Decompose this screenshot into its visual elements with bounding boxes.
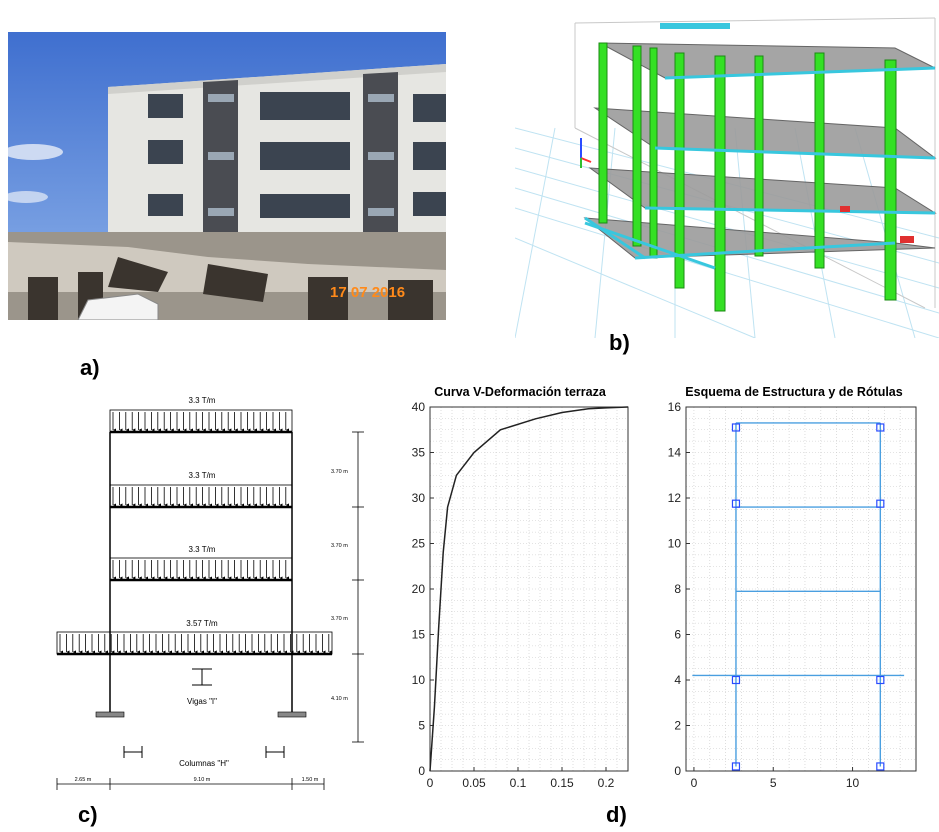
panel-label-d: d) (606, 802, 627, 827)
plastic-hinge-marker (731, 762, 741, 771)
plastic-hinge-marker (731, 675, 741, 685)
span-left: 2.65 m (75, 777, 92, 783)
panel-label-b: b) (609, 330, 630, 355)
panel-label-c: c) (78, 802, 98, 827)
pushover-curve-chart: Curva V-Deformación terraza 0 0.05 0.1 0.15… (396, 382, 644, 800)
y-tick-label: 5 (418, 719, 425, 733)
x-tick-label: 0.15 (550, 776, 574, 790)
story-height-4: 3.70 m (331, 469, 348, 475)
beam-type-label: Vigas "I" (187, 697, 217, 706)
photo-date-stamp: 17 07 2016 (330, 284, 405, 301)
y-tick-label: 10 (412, 673, 426, 687)
y-tick-label: 6 (674, 628, 681, 642)
plot-area (429, 406, 629, 772)
y-tick-label: 2 (674, 719, 681, 733)
plastic-hinge-marker (876, 762, 885, 771)
span-main: 9.10 m (194, 777, 211, 783)
story-height-1: 4.10 m (331, 696, 348, 702)
load-label-roof: 3.3 T/m (189, 396, 216, 405)
y-tick-label: 35 (412, 446, 426, 460)
story-height-3: 3.70 m (331, 543, 348, 549)
plastic-hinge-marker (876, 499, 885, 508)
y-tick-label: 8 (674, 582, 681, 596)
load-label-floor-3: 3.3 T/m (189, 471, 216, 480)
plastic-hinge-marker (876, 423, 885, 432)
frame-load-diagram: 3.3 T/m 3.3 T/m 3.3 T/m 3.57 T/m 3.70 m … (52, 382, 382, 802)
span-right: 1.50 m (302, 777, 319, 783)
x-tick-label: 0 (691, 776, 698, 790)
damaged-building-photo: 17 07 2016 (8, 32, 446, 320)
y-tick-label: 14 (668, 446, 682, 460)
chart-title: Curva V-Deformación terraza (434, 385, 607, 399)
plot-area (685, 406, 917, 772)
chart-title: Esquema de Estructura y de Rótulas (685, 385, 902, 399)
y-tick-label: 0 (418, 764, 425, 778)
load-label-floor-2: 3.3 T/m (189, 545, 216, 554)
y-tick-label: 25 (412, 537, 426, 551)
y-tick-label: 12 (668, 491, 682, 505)
y-tick-label: 15 (412, 628, 426, 642)
load-label-floor-1: 3.57 T/m (186, 619, 218, 628)
x-tick-label: 0.1 (510, 776, 527, 790)
plastic-hinge-marker (731, 423, 741, 432)
y-tick-label: 30 (412, 491, 426, 505)
x-tick-label: 0.05 (462, 776, 486, 790)
panel-label-a: a) (80, 355, 100, 380)
y-tick-label: 40 (412, 400, 426, 414)
x-tick-label: 5 (770, 776, 777, 790)
story-height-2: 3.70 m (331, 616, 348, 622)
y-tick-label: 16 (668, 400, 682, 414)
series-line (429, 406, 629, 772)
structural-3d-model (514, 8, 939, 339)
plastic-hinge-marker (876, 675, 885, 685)
structure-hinge-chart: Esquema de Estructura y de Rótulas 0 5 10 0… (650, 382, 938, 800)
y-tick-label: 20 (412, 582, 426, 596)
y-tick-label: 10 (668, 537, 682, 551)
y-tick-label: 4 (674, 673, 681, 687)
x-tick-label: 0.2 (598, 776, 615, 790)
x-tick-label: 0 (427, 776, 434, 790)
column-type-label: Columnas "H" (179, 759, 229, 768)
plastic-hinge-marker (731, 499, 741, 508)
x-tick-label: 10 (846, 776, 860, 790)
y-tick-label: 0 (674, 764, 681, 778)
